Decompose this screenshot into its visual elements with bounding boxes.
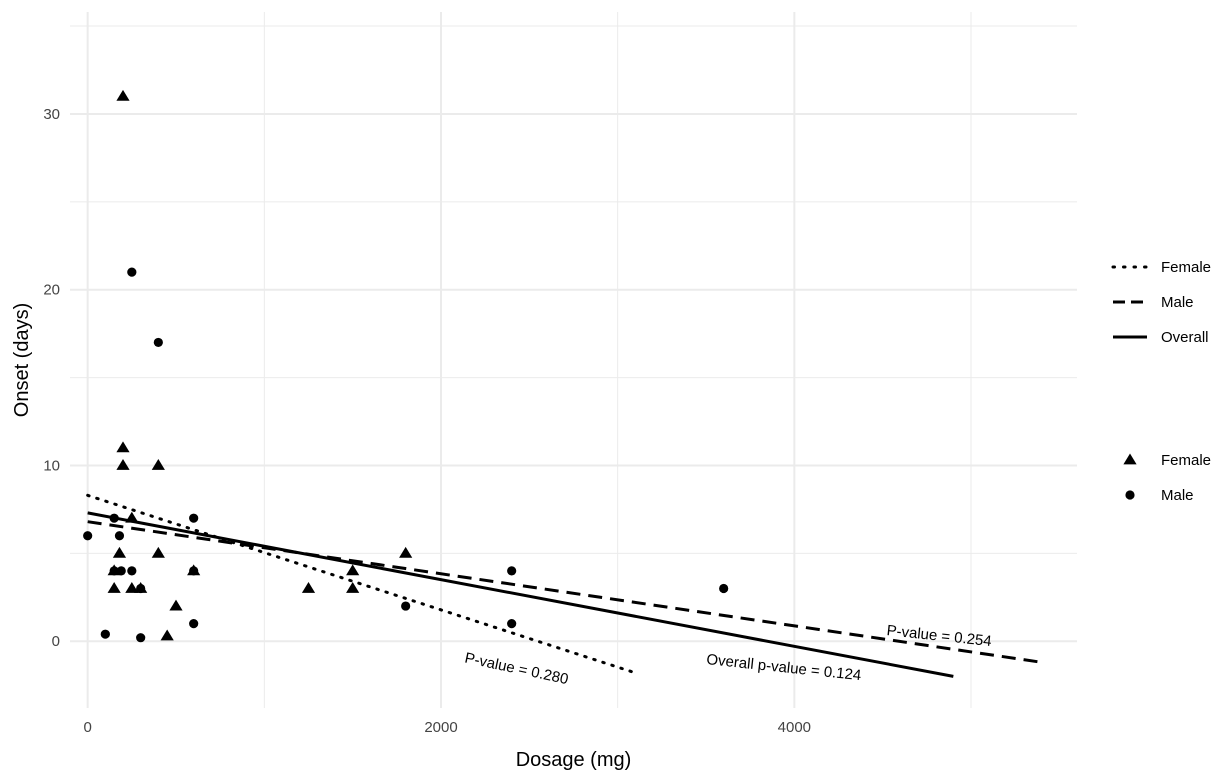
x-tick-label: 2000 bbox=[424, 719, 457, 736]
circle-point bbox=[83, 531, 92, 540]
x-tick-label: 4000 bbox=[778, 719, 811, 736]
legend-label: Male bbox=[1161, 487, 1194, 504]
circle-point bbox=[154, 338, 163, 347]
circle-point bbox=[507, 566, 516, 575]
circle-point bbox=[507, 619, 516, 628]
circle-point bbox=[110, 514, 119, 523]
circle-point bbox=[719, 584, 728, 593]
circle-point bbox=[136, 584, 145, 593]
y-axis-title: Onset (days) bbox=[11, 303, 33, 417]
legend-label: Female bbox=[1161, 452, 1211, 469]
circle-point bbox=[127, 566, 136, 575]
x-axis-title: Dosage (mg) bbox=[516, 749, 632, 771]
y-tick-label: 10 bbox=[43, 457, 60, 474]
legend-label: Overall bbox=[1161, 329, 1209, 346]
y-tick-label: 30 bbox=[43, 106, 60, 123]
circle-point bbox=[189, 619, 198, 628]
legend-key-circle bbox=[1125, 490, 1134, 499]
circle-point bbox=[189, 566, 198, 575]
legend-label: Male bbox=[1161, 294, 1194, 311]
circle-point bbox=[115, 531, 124, 540]
circle-point bbox=[136, 633, 145, 642]
circle-point bbox=[189, 514, 198, 523]
circle-point bbox=[117, 566, 126, 575]
circle-point bbox=[401, 601, 410, 610]
circle-point bbox=[127, 268, 136, 277]
y-tick-label: 0 bbox=[52, 633, 60, 650]
y-tick-label: 20 bbox=[43, 282, 60, 299]
legend-label: Female bbox=[1161, 259, 1211, 276]
circle-point bbox=[101, 630, 110, 639]
x-tick-label: 0 bbox=[83, 719, 91, 736]
